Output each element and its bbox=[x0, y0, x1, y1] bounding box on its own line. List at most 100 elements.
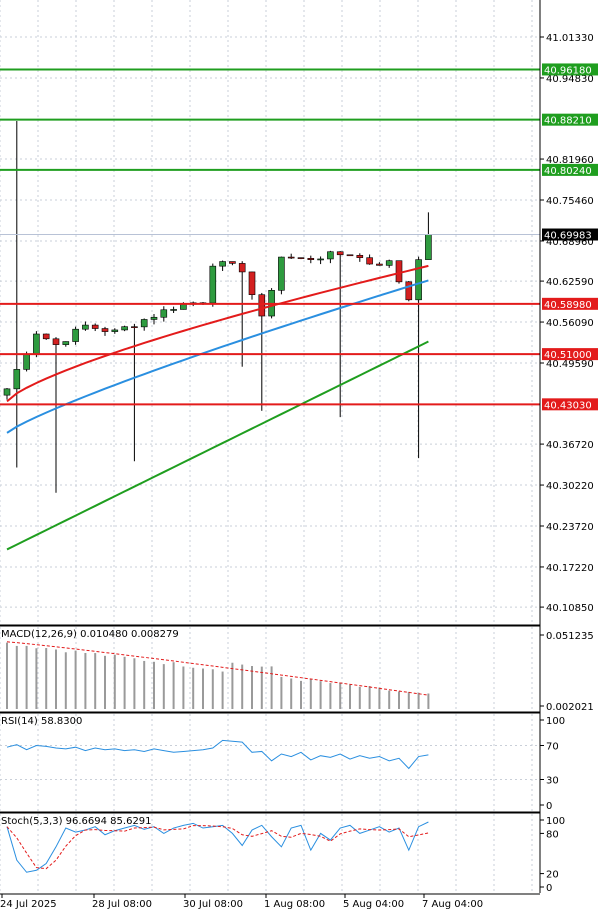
x-tick-label: 7 Aug 04:00 bbox=[422, 899, 483, 910]
rsi-line bbox=[6, 739, 429, 770]
y-tick-label: 40.81960 bbox=[546, 155, 594, 166]
level-label: 40.96180 bbox=[544, 65, 592, 76]
level-label-box bbox=[542, 113, 598, 126]
candle-body bbox=[248, 271, 256, 295]
y-tick-label: 40.36720 bbox=[546, 440, 594, 451]
macd-tick-label: 0.002021 bbox=[546, 702, 594, 713]
rsi-title: RSI(14) 58.8300 bbox=[1, 716, 82, 727]
y-tick-label: 40.10850 bbox=[546, 603, 594, 614]
y-tick-label: 40.17220 bbox=[546, 563, 594, 574]
candle-body bbox=[23, 353, 30, 370]
rsi-tick-label: 100 bbox=[546, 716, 565, 727]
stoch-tick-label: 100 bbox=[546, 816, 565, 827]
moving-average-mid bbox=[6, 279, 429, 434]
x-tick-label: 28 Jul 08:00 bbox=[92, 899, 152, 910]
stoch-panel: Stoch(5,3,3) 96.6694 85.6291 bbox=[1, 816, 429, 873]
y-tick-label: 40.94830 bbox=[546, 74, 594, 85]
grid-lines bbox=[0, 0, 540, 893]
candle-body bbox=[297, 257, 305, 259]
candle-body bbox=[366, 257, 373, 265]
level-label-box bbox=[542, 163, 598, 176]
x-tick-label: 5 Aug 04:00 bbox=[343, 899, 404, 910]
candle-body bbox=[111, 329, 119, 332]
stoch-tick-label: 20 bbox=[546, 870, 559, 881]
candle-body bbox=[415, 259, 422, 301]
y-tick-label: 40.23720 bbox=[546, 522, 594, 533]
candle-body bbox=[91, 324, 99, 329]
candle-body bbox=[258, 294, 266, 317]
candle-body bbox=[376, 263, 383, 266]
candle-body bbox=[82, 324, 89, 330]
stoch-tick-label: 0 bbox=[546, 883, 552, 894]
candle-body bbox=[209, 265, 217, 304]
candle-body bbox=[238, 263, 246, 273]
stoch-k-line bbox=[6, 821, 429, 873]
y-tick-label: 40.68960 bbox=[546, 237, 594, 248]
stoch-tick-label: 80 bbox=[546, 829, 559, 840]
current-price-label: 40.69983 bbox=[544, 231, 592, 242]
candle-body bbox=[405, 281, 413, 301]
y-tick-label: 40.30220 bbox=[546, 481, 594, 492]
candle-body bbox=[13, 369, 21, 390]
macd-panel: MACD(12,26,9) 0.010480 0.008279 bbox=[1, 629, 430, 709]
candle-body bbox=[42, 333, 50, 340]
level-label: 40.43030 bbox=[544, 400, 592, 411]
level-label: 40.80240 bbox=[544, 166, 592, 177]
candle-body bbox=[3, 388, 11, 396]
candle-body bbox=[131, 326, 138, 328]
candle-body bbox=[140, 319, 148, 328]
candle-body bbox=[425, 234, 432, 260]
candle-body bbox=[229, 261, 236, 264]
moving-average-slow bbox=[6, 340, 429, 551]
candle-body bbox=[385, 260, 393, 266]
price-panel bbox=[0, 68, 540, 551]
candle-body bbox=[278, 256, 285, 291]
rsi-panel: RSI(14) 58.8300 bbox=[0, 716, 540, 780]
x-tick-label: 30 Jul 08:00 bbox=[183, 899, 243, 910]
y-tick-label: 40.56090 bbox=[546, 318, 594, 329]
overlay-labels: 40.96180 40.88210 40.80240 40.58980 40.51000… bbox=[542, 63, 598, 411]
level-label-box bbox=[542, 398, 598, 411]
rsi-tick-label: 30 bbox=[546, 776, 559, 787]
current-price-box bbox=[542, 228, 598, 241]
candle-body bbox=[33, 333, 40, 355]
level-label-box bbox=[542, 348, 598, 361]
candle-body bbox=[62, 341, 70, 345]
candle-body bbox=[336, 251, 344, 256]
candle-body bbox=[52, 338, 60, 345]
level-label-box bbox=[542, 297, 598, 310]
candle-body bbox=[327, 251, 334, 260]
stoch-d-line bbox=[6, 825, 429, 870]
level-label: 40.58980 bbox=[544, 300, 592, 311]
candle-body bbox=[121, 326, 128, 331]
macd-title: MACD(12,26,9) 0.010480 0.008279 bbox=[1, 629, 179, 640]
candle-body bbox=[307, 258, 315, 260]
candle-body bbox=[180, 304, 187, 310]
level-label: 40.51000 bbox=[544, 350, 592, 361]
x-tick-label: 1 Aug 08:00 bbox=[264, 899, 325, 910]
rsi-tick-label: 0 bbox=[546, 801, 552, 812]
macd-tick-label: 0.051235 bbox=[546, 631, 594, 642]
candle-body bbox=[219, 261, 226, 267]
y-tick-label: 41.01330 bbox=[546, 33, 594, 44]
level-label-box bbox=[542, 63, 598, 76]
y-tick-label: 40.75460 bbox=[546, 196, 594, 207]
candle-body bbox=[395, 260, 403, 283]
y-tick-label: 40.62590 bbox=[546, 277, 594, 288]
candle-body bbox=[317, 258, 324, 261]
candle-body bbox=[150, 316, 158, 320]
macd-signal-line bbox=[6, 641, 429, 696]
candle-body bbox=[287, 256, 295, 259]
candle-body bbox=[356, 255, 364, 258]
candle-body bbox=[170, 309, 177, 311]
candle-body bbox=[72, 328, 79, 342]
candle-body bbox=[160, 309, 168, 318]
level-label: 40.88210 bbox=[544, 116, 592, 127]
y-tick-label: 40.49590 bbox=[546, 359, 594, 370]
x-tick-label: 24 Jul 2025 bbox=[0, 899, 57, 910]
candle-body bbox=[346, 254, 354, 257]
stoch-title: Stoch(5,3,3) 96.6694 85.6291 bbox=[1, 816, 152, 827]
candle-body bbox=[101, 328, 109, 332]
